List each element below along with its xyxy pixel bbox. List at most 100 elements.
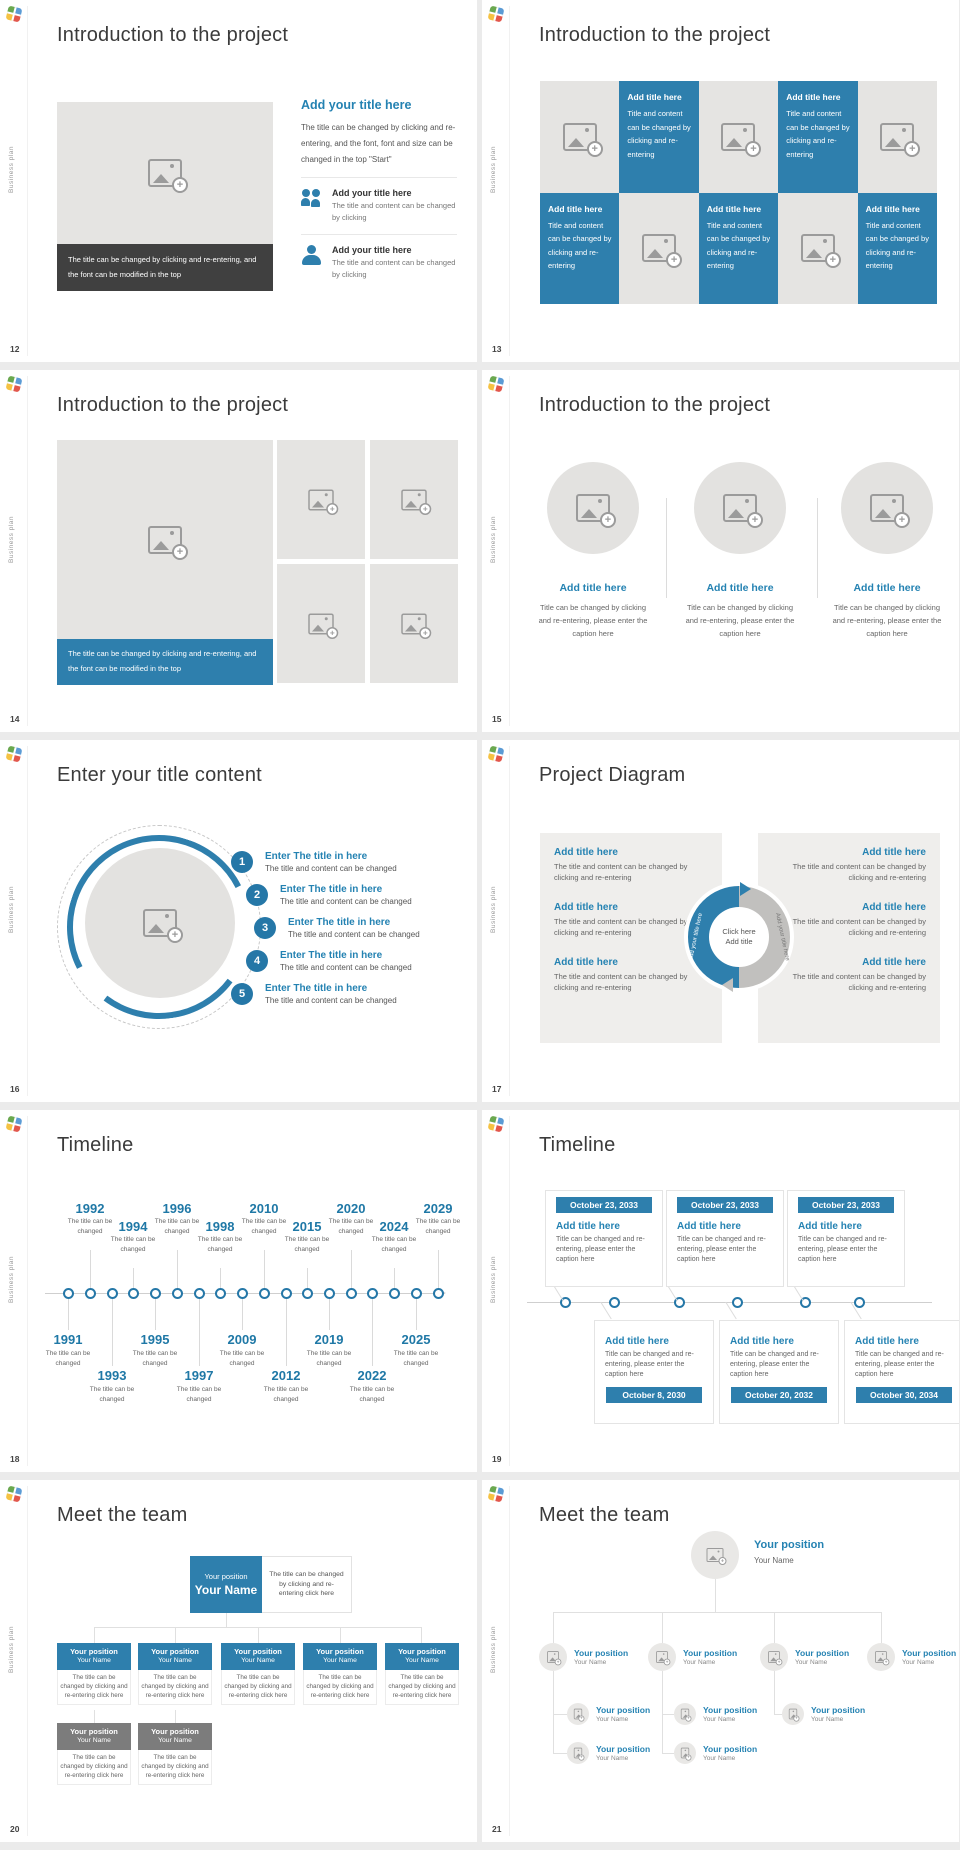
grid-cell: Add title here Title and content can be … xyxy=(778,81,858,193)
card-title: Add title here xyxy=(798,1221,862,1232)
image-placeholder-icon xyxy=(401,489,432,515)
cycle-diagram: Add your title here Add your title here … xyxy=(684,882,794,992)
people-icon xyxy=(301,188,323,209)
member-header: Your position Your Name xyxy=(385,1643,459,1670)
cell-title: Add title here xyxy=(627,92,682,102)
slide-thumbnail-12[interactable]: Business plan 12 Introduction to the pro… xyxy=(0,0,477,362)
card-text: Title can be changed and re-entering, pl… xyxy=(556,1236,645,1263)
image-placeholder xyxy=(841,462,933,554)
panel-entry: Add title here The title and content can… xyxy=(554,847,708,883)
entry-title: Add title here xyxy=(554,847,618,858)
org-root-box: Your position Your Name xyxy=(190,1556,262,1613)
connector-line xyxy=(351,1250,352,1288)
entry-title: Add title here xyxy=(862,847,926,858)
sidebar-divider xyxy=(27,1116,28,1466)
step-number-badge: 3 xyxy=(254,917,276,939)
item-text: The title and content can be changed xyxy=(280,963,412,972)
member-name: Your Name xyxy=(574,1658,607,1666)
timeline-marker xyxy=(674,1297,685,1308)
timeline-axis xyxy=(527,1302,932,1303)
slide-title: Introduction to the project xyxy=(57,24,289,46)
timeline-point: 2022 The title can be changed xyxy=(346,1110,398,1472)
connector-line xyxy=(553,1714,567,1715)
slide-thumbnail-21[interactable]: Business plan 21 Meet the team Your posi… xyxy=(482,1480,959,1842)
root-position: Your position xyxy=(754,1539,825,1551)
item-title: Enter The title in here xyxy=(280,950,383,961)
grid-cell xyxy=(857,81,937,193)
member-name: Your Name xyxy=(158,1657,192,1664)
org-member-box: Your position Your Name The title can be… xyxy=(138,1643,212,1706)
timeline-card: Add title here Title can be changed and … xyxy=(844,1320,959,1424)
timeline-marker xyxy=(128,1288,139,1299)
member-position: Your position xyxy=(703,1704,758,1715)
slide-number: 13 xyxy=(492,344,502,354)
member-note: The title can be changed by clicking and… xyxy=(57,1670,131,1706)
timeline-marker xyxy=(389,1288,400,1299)
image-grid xyxy=(277,440,458,683)
avatar xyxy=(674,1742,696,1764)
item-title: Enter The title in here xyxy=(288,917,391,928)
image-placeholder-icon xyxy=(723,494,763,528)
connector-line xyxy=(438,1250,439,1288)
slide-thumbnail-14[interactable]: Business plan 14 Introduction to the pro… xyxy=(0,370,477,732)
item-text: The title and content can be changed xyxy=(265,864,397,873)
member-position: Your position xyxy=(795,1647,850,1658)
member-position: Your position xyxy=(811,1704,866,1715)
member-position: Your position xyxy=(70,1727,118,1736)
slide-thumbnail-19[interactable]: Business plan 19 Timeline October 23, 20… xyxy=(482,1110,959,1472)
slide-title: Enter your title content xyxy=(57,764,262,786)
connector-line xyxy=(394,1268,395,1288)
connector-line xyxy=(220,1268,221,1288)
timeline-point: 1995 The title can be changed xyxy=(129,1110,181,1472)
image-placeholder xyxy=(85,848,235,998)
timeline-point: 1991 The title can be changed xyxy=(42,1110,94,1472)
slide-number: 20 xyxy=(10,1824,20,1834)
cell-title: Add title here xyxy=(706,203,762,214)
org-member-box: Your position Your Name The title can be… xyxy=(303,1643,377,1706)
timeline-marker xyxy=(367,1288,378,1299)
list-item: Add your title here The title and conten… xyxy=(301,178,457,235)
sidebar-brand-text: Business plan xyxy=(8,516,15,563)
avatar xyxy=(867,1643,895,1671)
member-note: The title can be changed by clicking and… xyxy=(385,1670,459,1706)
card-title: Add title here xyxy=(605,1336,669,1347)
image-placeholder-icon xyxy=(706,1548,727,1565)
image-placeholder-icon xyxy=(573,1747,585,1761)
connector-line xyxy=(286,1297,287,1366)
member-name: Your Name xyxy=(405,1657,439,1664)
slide-thumbnail-20[interactable]: Business plan 20 Meet the team Your posi… xyxy=(0,1480,477,1842)
timeline-caption: The title can be changed xyxy=(371,1236,417,1253)
entry-title: Add title here xyxy=(554,957,618,968)
image-placeholder-icon xyxy=(680,1747,692,1761)
org-member-node: Your position Your Name xyxy=(867,1643,956,1671)
slide-thumbnail-17[interactable]: Business plan 17 Project Diagram Add tit… xyxy=(482,740,959,1102)
diagram-center: Click here Add title xyxy=(709,907,769,967)
image-placeholder-icon xyxy=(680,1708,692,1722)
entry-text: The title and content can be changed by … xyxy=(792,972,926,992)
slide-thumbnail-13[interactable]: Business plan 13 Introduction to the pro… xyxy=(482,0,959,362)
org-member-node: Your position Your Name xyxy=(648,1643,737,1671)
slide-title: Timeline xyxy=(539,1134,616,1156)
member-header: Your position Your Name xyxy=(303,1643,377,1670)
member-header: Your position Your Name xyxy=(57,1643,131,1670)
sidebar-brand-text: Business plan xyxy=(8,1626,15,1673)
timeline-caption: The title can be changed xyxy=(328,1218,374,1235)
entry-text: The title and content can be changed by … xyxy=(554,972,688,992)
slide-thumbnail-18[interactable]: Business plan 18 Timeline 1991 The title… xyxy=(0,1110,477,1472)
sidebar-divider xyxy=(27,376,28,726)
timeline-point: 2012 The title can be changed xyxy=(260,1110,312,1472)
avatar xyxy=(760,1643,788,1671)
slide-thumbnail-15[interactable]: Business plan 15 Introduction to the pro… xyxy=(482,370,959,732)
connector-line xyxy=(90,1250,91,1288)
timeline-card: October 23, 2033 Add title here Title ca… xyxy=(666,1190,784,1287)
slide-thumbnail-16[interactable]: Business plan 16 Enter your title conten… xyxy=(0,740,477,1102)
item-text: The title and content can be changed xyxy=(280,897,412,906)
connector-line xyxy=(112,1297,113,1366)
entry-title: Add title here xyxy=(554,902,618,913)
timeline-marker xyxy=(411,1288,422,1299)
slide-number: 21 xyxy=(492,1824,502,1834)
timeline-point: 2025 The title can be changed xyxy=(390,1110,442,1472)
image-placeholder-icon xyxy=(870,494,910,528)
connector-line xyxy=(307,1268,308,1288)
slide-title: Introduction to the project xyxy=(539,24,771,46)
